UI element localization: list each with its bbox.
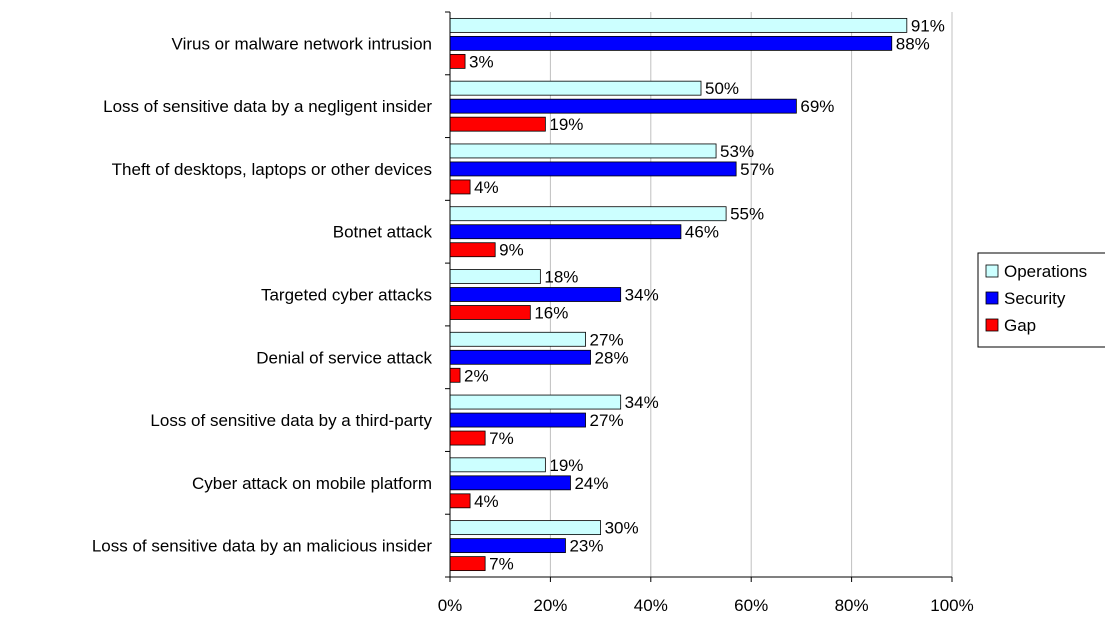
legend-label: Security xyxy=(1004,289,1066,308)
bar-operations xyxy=(449,80,702,96)
bar-security xyxy=(449,35,893,51)
category-label: Targeted cyber attacks xyxy=(261,286,432,305)
category-label: Loss of sensitive data by a negligent in… xyxy=(103,97,432,116)
bar-gap xyxy=(449,305,531,320)
category-labels: Virus or malware network intrusion Loss o… xyxy=(92,34,433,555)
bar-operations xyxy=(449,394,622,410)
axes: 0% 20% 40% 60% 80% 100% xyxy=(438,11,974,615)
bar-value-label: 3% xyxy=(469,52,494,71)
legend-box xyxy=(977,252,1105,348)
bar-value-label: 46% xyxy=(685,223,719,242)
bar-value-label: 16% xyxy=(534,304,568,323)
bar-operations xyxy=(449,206,727,222)
bar-value-label: 18% xyxy=(544,268,578,287)
x-tick-label: 100% xyxy=(930,596,973,615)
legend-swatch-operations xyxy=(985,264,999,278)
bar-value-label: 19% xyxy=(549,115,583,134)
bar-value-label: 57% xyxy=(740,160,774,179)
bar-value-labels: 91%88% 3% 50% 69% 19% 53%57% 4% 55% 46% 9% 18% 34% 1… xyxy=(464,16,945,573)
bar-operations xyxy=(449,269,541,284)
bar-operations xyxy=(449,520,602,536)
bar-operations xyxy=(449,457,546,473)
x-tick-label: 40% xyxy=(634,596,668,615)
bar-security xyxy=(449,475,571,491)
bar-value-label: 2% xyxy=(464,366,489,385)
category-label: Loss of sensitive data by an malicious i… xyxy=(92,537,433,556)
legend-label: Operations xyxy=(1004,262,1087,281)
bar-security xyxy=(449,538,566,554)
bar-value-label: 7% xyxy=(489,429,514,448)
bar-gap xyxy=(449,556,486,572)
legend: Operations Security Gap xyxy=(977,252,1105,348)
category-label: Cyber attack on mobile platform xyxy=(192,474,432,493)
bar-value-label: 9% xyxy=(499,241,524,260)
bar-operations xyxy=(449,17,908,33)
x-tick-label: 80% xyxy=(835,596,869,615)
bar-gap xyxy=(449,116,546,132)
x-tick-label: 20% xyxy=(533,596,567,615)
bar-operations xyxy=(449,331,586,347)
bars xyxy=(449,17,908,572)
bar-value-label: 91% xyxy=(911,16,945,35)
bar-value-label: 23% xyxy=(569,537,603,556)
bar-value-label: 88% xyxy=(896,34,930,53)
bar-operations xyxy=(449,143,717,159)
x-tick-label: 60% xyxy=(734,596,768,615)
bar-gap xyxy=(449,242,496,258)
bar-value-label: 4% xyxy=(474,492,499,511)
bar-value-label: 28% xyxy=(595,348,629,367)
legend-swatch-gap xyxy=(985,318,999,332)
legend-swatch-security xyxy=(985,291,999,305)
category-label: Denial of service attack xyxy=(256,348,432,367)
category-label: Loss of sensitive data by a third-party xyxy=(150,411,432,430)
bar-value-label: 69% xyxy=(800,97,834,116)
bar-value-label: 19% xyxy=(549,456,583,475)
bar-value-label: 34% xyxy=(625,286,659,305)
bar-gap xyxy=(449,367,461,383)
bar-value-label: 50% xyxy=(705,79,739,98)
bar-value-label: 4% xyxy=(474,178,499,197)
bar-gap xyxy=(449,53,466,69)
bar-value-label: 55% xyxy=(730,205,764,224)
bar-security xyxy=(449,224,682,240)
bar-value-label: 30% xyxy=(605,519,639,538)
bar-value-label: 34% xyxy=(625,393,659,412)
bar-value-label: 7% xyxy=(489,555,514,574)
bar-security xyxy=(449,349,591,365)
bar-gap xyxy=(449,179,471,195)
bar-gap xyxy=(449,430,486,446)
x-tick-label: 0% xyxy=(438,596,463,615)
bar-security xyxy=(449,287,622,302)
bar-value-label: 27% xyxy=(590,330,624,349)
category-label: Theft of desktops, laptops or other devi… xyxy=(112,160,432,179)
legend-label: Gap xyxy=(1004,316,1036,335)
bar-value-label: 24% xyxy=(574,474,608,493)
category-label: Virus or malware network intrusion xyxy=(172,34,432,53)
bar-security xyxy=(449,161,737,177)
bar-gap xyxy=(449,493,471,509)
category-label: Botnet attack xyxy=(333,223,433,242)
bar-security xyxy=(449,412,586,428)
bar-security xyxy=(449,98,797,114)
bar-value-label: 53% xyxy=(720,142,754,161)
bar-value-label: 27% xyxy=(590,411,624,430)
